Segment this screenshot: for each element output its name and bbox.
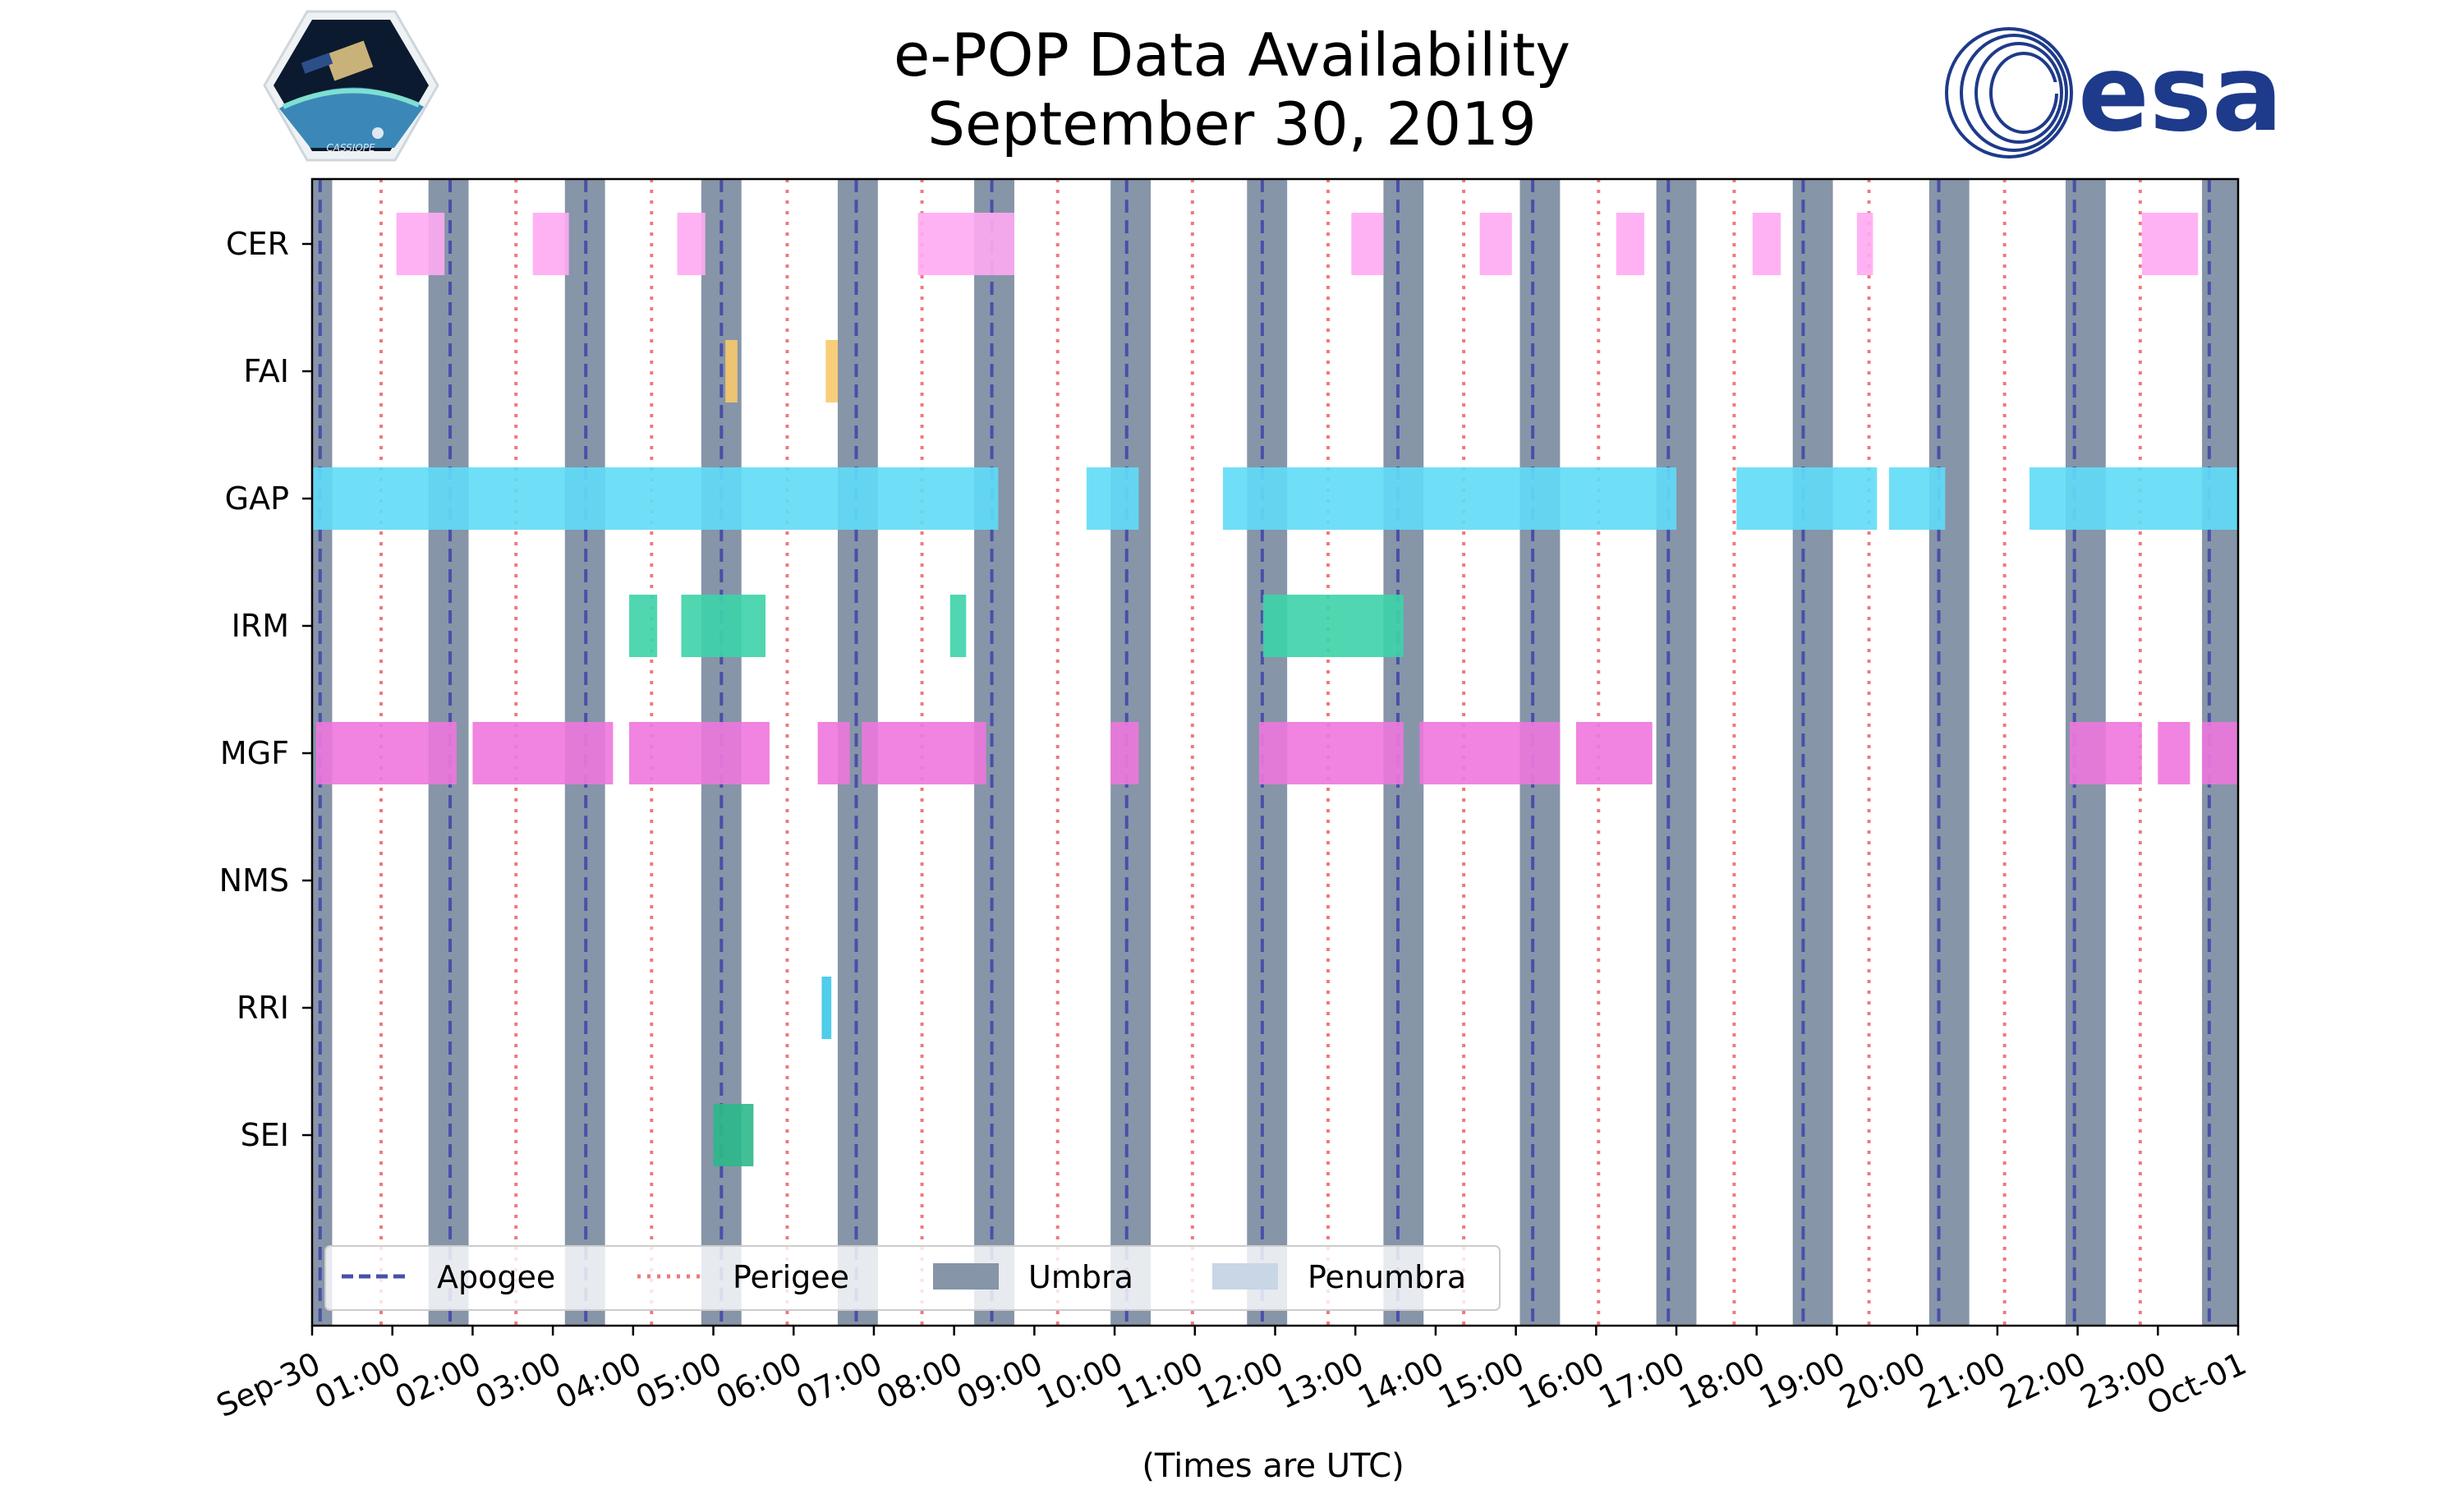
- legend-umbra-label: Umbra: [1028, 1259, 1133, 1295]
- interval-bar-cer: [1752, 213, 1781, 275]
- interval-bar-mgf: [817, 722, 850, 784]
- interval-bar-rri: [821, 977, 832, 1039]
- legend-box: [324, 1245, 1501, 1311]
- interval-bar-mgf: [1110, 722, 1139, 784]
- umbra-band: [1928, 179, 1970, 1326]
- interval-bar-sei: [713, 1104, 754, 1166]
- interval-bar-mgf: [315, 722, 457, 784]
- x-tick-label: 07:00: [791, 1345, 888, 1416]
- chart-title: e-POP Data Availability September 30, 20…: [0, 21, 2464, 159]
- interval-bar-cer: [1616, 213, 1644, 275]
- data-interval-layer: [312, 213, 2238, 1166]
- umbra-band: [1656, 179, 1697, 1326]
- interval-bar-cer: [917, 213, 1014, 275]
- interval-bar-mgf: [2069, 722, 2142, 784]
- x-axis-title: (Times are UTC): [1142, 1447, 1404, 1485]
- legend-apogee-label: Apogee: [437, 1259, 555, 1295]
- legend-perigee-label: Perigee: [733, 1259, 849, 1295]
- chart-title-line1: e-POP Data Availability: [894, 21, 1570, 90]
- interval-bar-mgf: [1419, 722, 1561, 784]
- interval-bar-irm: [949, 595, 967, 657]
- x-tick-label: 11:00: [1112, 1345, 1209, 1416]
- interval-bar-gap: [1086, 467, 1139, 530]
- x-tick-label: 02:00: [389, 1345, 486, 1416]
- legend-penumbra-label: Penumbra: [1308, 1259, 1466, 1295]
- y-tick-label: RRI: [237, 990, 289, 1026]
- x-tick-label: 15:00: [1432, 1345, 1529, 1416]
- interval-bar-irm: [628, 595, 658, 657]
- x-tick-label: 08:00: [871, 1345, 968, 1416]
- x-tick-label: 17:00: [1593, 1345, 1690, 1416]
- cassiope-logo-text: CASSIOPE: [326, 142, 375, 154]
- interval-bar-mgf: [2158, 722, 2190, 784]
- interval-bar-cer: [1856, 213, 1873, 275]
- x-tick-label: 04:00: [550, 1345, 647, 1416]
- cassiope-logo-icon: CASSIOPE: [263, 10, 439, 162]
- y-tick-label: NMS: [219, 862, 289, 899]
- legend-umbra-swatch: [933, 1263, 999, 1290]
- x-tick-label: 18:00: [1674, 1345, 1771, 1416]
- interval-bar-irm: [1262, 595, 1404, 657]
- umbra-band: [1792, 179, 1833, 1326]
- x-tick-label: 03:00: [470, 1345, 567, 1416]
- x-tick-label: 19:00: [1754, 1345, 1850, 1416]
- interval-bar-mgf: [1258, 722, 1404, 784]
- interval-bar-mgf: [1575, 722, 1653, 784]
- interval-bar-cer: [396, 213, 445, 275]
- interval-bar-mgf: [628, 722, 770, 784]
- interval-bar-fai: [825, 340, 838, 402]
- x-tick-label: 09:00: [951, 1345, 1048, 1416]
- x-tick-label: 14:00: [1353, 1345, 1450, 1416]
- interval-bar-fai: [725, 340, 738, 402]
- y-tick-label: MGF: [220, 735, 289, 771]
- y-tick-label: SEI: [241, 1117, 289, 1153]
- y-tick-label: GAP: [225, 480, 289, 517]
- interval-bar-cer: [1351, 213, 1384, 275]
- chart-title-line2: September 30, 2019: [927, 90, 1537, 159]
- x-tick-label: Sep-30: [211, 1345, 326, 1424]
- interval-bar-cer: [2141, 213, 2199, 275]
- x-tick-label: 21:00: [1915, 1345, 2011, 1416]
- x-tick-label: 06:00: [710, 1345, 807, 1416]
- x-tick-label: 13:00: [1272, 1345, 1369, 1416]
- y-tick-label: FAI: [243, 353, 289, 389]
- interval-bar-mgf: [472, 722, 614, 784]
- interval-bar-gap: [1888, 467, 1946, 530]
- interval-bar-cer: [1479, 213, 1512, 275]
- x-tick-label: 01:00: [310, 1345, 407, 1416]
- legend: Apogee Perigee Umbra Penumbra: [324, 1245, 1501, 1311]
- interval-bar-irm: [681, 595, 766, 657]
- x-tick-label: 12:00: [1192, 1345, 1289, 1416]
- interval-bar-mgf: [2202, 722, 2238, 784]
- interval-bar-gap: [1222, 467, 1677, 530]
- interval-bar-gap: [1736, 467, 1878, 530]
- interval-bar-mgf: [862, 722, 986, 784]
- esa-logo-icon: esa: [1938, 27, 2282, 159]
- interval-bar-gap: [312, 467, 999, 530]
- x-tick-label: 10:00: [1032, 1345, 1129, 1416]
- interval-bar-cer: [532, 213, 569, 275]
- y-tick-label: CER: [226, 226, 289, 262]
- x-tick-label: 16:00: [1513, 1345, 1610, 1416]
- x-tick-label: 05:00: [630, 1345, 727, 1416]
- interval-bar-gap: [2029, 467, 2238, 530]
- x-tick-label: 20:00: [1834, 1345, 1931, 1416]
- legend-penumbra-swatch: [1212, 1263, 1278, 1290]
- esa-logo-text: esa: [2078, 33, 2282, 155]
- interval-bar-cer: [677, 213, 706, 275]
- x-tick-label: 22:00: [1994, 1345, 2091, 1416]
- y-tick-label: IRM: [232, 608, 289, 644]
